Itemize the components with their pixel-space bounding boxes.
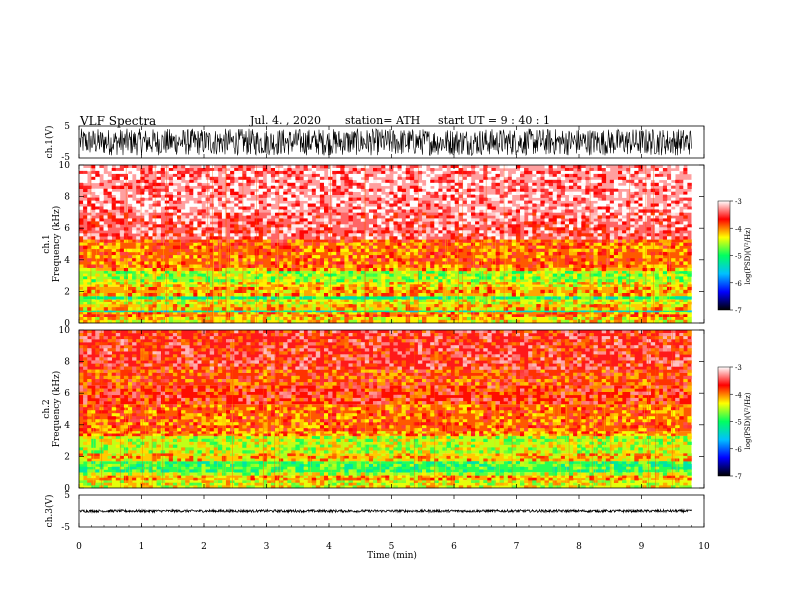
colorbar-tick-label: -4 — [735, 225, 742, 233]
time-axis-label: Time (min) — [367, 550, 417, 561]
colorbar-tick-label: -5 — [735, 419, 742, 427]
panel-ch1-spectrogram: 0 2 4 6 8 10 ch.1 Frequency (kHz) — [42, 161, 705, 329]
time-axis: 0 1 2 3 4 5 6 7 8 9 10 — [76, 126, 710, 552]
ch3-waveform-ylabel: ch.3(V) — [44, 495, 55, 528]
frequency-tick-label: 10 — [59, 326, 71, 336]
spectrogram-band — [79, 472, 692, 476]
spectrogram-band — [79, 310, 692, 312]
colorbar-ch1-label: log(PSD)(V²/Hz) — [744, 227, 752, 284]
spectrogram-band — [79, 281, 692, 287]
colorbar-tick-label: -5 — [735, 253, 742, 261]
ch1-spectrogram-image — [79, 165, 692, 324]
date-label: Jul. 4. , 2020 — [250, 114, 321, 127]
start-time-label: start UT = 9 : 40 : 1 — [438, 114, 551, 127]
panel-ch1-waveform: 5 -5 ch.1(V) — [44, 122, 705, 163]
frequency-tick-label: 6 — [64, 389, 70, 399]
colorbar-tick-label: -3 — [735, 364, 742, 372]
time-tick-label: 4 — [326, 542, 332, 552]
time-tick-label: 10 — [698, 542, 710, 552]
frequency-tick-label: 10 — [59, 161, 71, 171]
frequency-tick-label: 8 — [64, 193, 70, 203]
frequency-tick-label: 2 — [64, 452, 70, 462]
time-tick-label: 5 — [389, 542, 395, 552]
colorbar-tick-label: -7 — [735, 307, 742, 315]
ch1-waveform-ylabel: ch.1(V) — [44, 126, 55, 159]
time-tick-label: 8 — [576, 542, 582, 552]
time-tick-label: 2 — [201, 542, 207, 552]
colorbar-ch2: -3 -4 -5 -6 -7 log(PSD)(V²/Hz) — [717, 364, 752, 481]
frequency-tick-label: 0 — [64, 319, 70, 329]
frequency-tick-label: 4 — [64, 421, 70, 431]
frequency-tick-label: 4 — [64, 256, 70, 266]
spectrogram-band — [79, 239, 692, 243]
colorbar-ch1-scale — [717, 200, 731, 311]
spectrogram-band — [79, 304, 692, 311]
ch3-ytick-top: 5 — [64, 491, 70, 501]
time-tick-label: 1 — [139, 542, 145, 552]
ch3-waveform-line — [79, 508, 692, 514]
time-tick-label: 3 — [264, 542, 270, 552]
ch1-spectrogram-ylabel-frequency: Frequency (kHz) — [51, 206, 62, 283]
ch2-spectrogram-image — [79, 330, 692, 489]
ch2-spectrogram-ylabel-frequency: Frequency (kHz) — [51, 371, 62, 448]
spectrogram-band — [79, 453, 692, 462]
colorbar-tick-label: -7 — [735, 473, 742, 481]
ch1-ytick-top: 5 — [64, 122, 70, 132]
panel-ch3-waveform: 5 -5 ch.3(V) — [44, 491, 705, 533]
figure-title: VLF Spectra — [80, 114, 157, 128]
ch1-ytick-bottom: -5 — [61, 153, 70, 163]
time-tick-label: 7 — [514, 542, 520, 552]
frequency-tick-label: 2 — [64, 287, 70, 297]
time-tick-label: 6 — [451, 542, 457, 552]
station-label: station= ATH — [345, 114, 421, 127]
ch1-spectrogram-ylabel-channel: ch.1 — [42, 234, 52, 253]
colorbar-ch2-label: log(PSD)(V²/Hz) — [744, 392, 752, 449]
frequency-tick-label: 6 — [64, 224, 70, 234]
panel-ch2-spectrogram: 0 2 4 6 8 10 ch.2 Frequency (kHz) — [42, 326, 705, 494]
ch3-ytick-bottom: -5 — [61, 523, 70, 533]
colorbar-tick-label: -4 — [735, 391, 742, 399]
time-tick-label: 9 — [639, 542, 645, 552]
time-tick-label: 0 — [76, 542, 82, 552]
colorbar-tick-label: -6 — [735, 280, 742, 288]
colorbar-tick-label: -6 — [735, 446, 742, 454]
colorbar-tick-label: -3 — [735, 198, 742, 206]
spectrogram-band — [79, 299, 692, 305]
frequency-tick-label: 8 — [64, 358, 70, 368]
colorbar-ch2-scale — [717, 366, 731, 477]
ch2-spectrogram-ylabel-channel: ch.2 — [42, 399, 52, 418]
ch1-waveform-line — [79, 128, 692, 157]
frequency-tick-label: 0 — [64, 484, 70, 494]
colorbar-ch1: -3 -4 -5 -6 -7 log(PSD)(V²/Hz) — [717, 198, 752, 315]
